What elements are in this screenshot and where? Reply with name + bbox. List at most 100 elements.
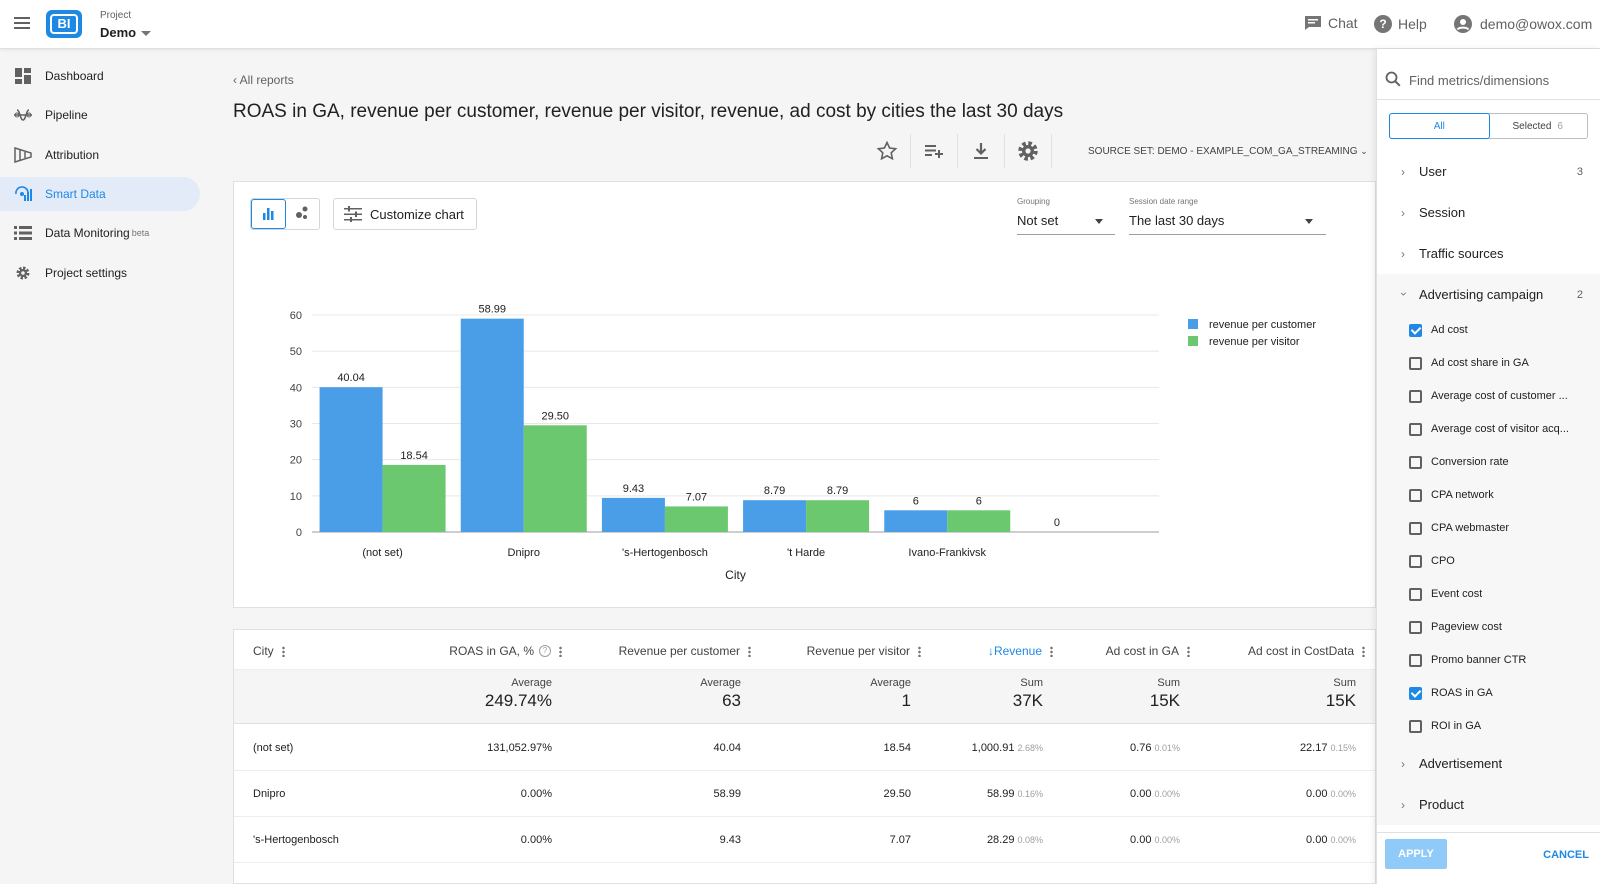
checkbox[interactable] <box>1409 488 1422 502</box>
column-menu-icon[interactable] <box>559 645 562 657</box>
metric-roas-in-ga[interactable]: ROAS in GA <box>1409 683 1589 703</box>
column-menu-icon[interactable] <box>1050 645 1053 657</box>
metric-promo-banner-ctr[interactable]: Promo banner CTR <box>1409 650 1589 670</box>
table-row[interactable]: (not set) 131,052.97% 40.04 18.54 1,000.… <box>234 725 1375 771</box>
metrics-search[interactable]: Find metrics/dimensions <box>1377 49 1600 100</box>
customize-chart-label: Customize chart <box>370 206 464 222</box>
data-label: 18.54 <box>400 450 428 462</box>
metric-pageview-cost[interactable]: Pageview cost <box>1409 617 1589 637</box>
column-label: Ad cost in CostData <box>1247 644 1354 658</box>
cell-share: 0.15% <box>1330 743 1356 753</box>
sliders-icon <box>344 206 362 222</box>
metric-avg-cost-visitor[interactable]: Average cost of visitor acq... <box>1409 419 1589 439</box>
checkbox[interactable] <box>1409 719 1422 733</box>
star-icon[interactable] <box>875 139 899 163</box>
column-header-ad-cost-ga[interactable]: Ad cost in GA <box>1106 644 1190 658</box>
metric-ad-cost[interactable]: Ad cost <box>1409 320 1589 340</box>
checkbox[interactable] <box>1409 356 1422 370</box>
column-header-city[interactable]: City <box>253 644 285 658</box>
data-label: 6 <box>913 495 919 507</box>
sidebar-item-smart-data[interactable]: Smart Data <box>0 177 200 211</box>
checkbox[interactable] <box>1409 521 1422 535</box>
group-product[interactable]: › Product <box>1377 784 1600 825</box>
aggregate-row: Average 249.74% Average 63 Average 1 Sum 37K… <box>234 670 1375 724</box>
customize-chart-button[interactable]: Customize chart <box>333 198 477 230</box>
table-row[interactable]: 's-Hertogenbosch 0.00% 9.43 7.07 28.29 0.… <box>234 817 1375 863</box>
checkbox[interactable] <box>1409 620 1422 634</box>
column-header-revenue[interactable]: ↓ Revenue <box>988 644 1053 658</box>
metric-cpa-network[interactable]: CPA network <box>1409 485 1589 505</box>
metric-ad-cost-share[interactable]: Ad cost share in GA <box>1409 353 1589 373</box>
metric-label: ROI in GA <box>1431 720 1482 732</box>
project-selector[interactable]: Demo <box>100 25 137 40</box>
chat-button[interactable]: Chat <box>1304 15 1358 31</box>
aggregate-cell: Sum 15K <box>1150 677 1180 711</box>
data-label: 29.50 <box>541 410 569 422</box>
metric-event-cost[interactable]: Event cost <box>1409 584 1589 604</box>
metric-avg-cost-customer[interactable]: Average cost of customer ... <box>1409 386 1589 406</box>
download-icon[interactable] <box>969 139 993 163</box>
checkbox[interactable] <box>1409 554 1422 568</box>
cell-ad-cost-costdata: 0.00 0.00% <box>1306 788 1356 800</box>
cell-revenue: 1,000.91 2.68% <box>972 742 1043 754</box>
date-range-select[interactable]: The last 30 days <box>1129 213 1326 235</box>
scatter-chart-button[interactable] <box>286 199 319 229</box>
checkbox[interactable] <box>1409 455 1422 469</box>
sidebar-item-pipeline[interactable]: Pipeline <box>0 98 200 132</box>
column-menu-icon[interactable] <box>1187 645 1190 657</box>
search-icon <box>1385 71 1401 87</box>
column-menu-icon[interactable] <box>918 645 921 657</box>
sidebar-item-dashboard[interactable]: Dashboard <box>0 59 200 93</box>
checkbox[interactable] <box>1409 653 1422 667</box>
toolbar-divider <box>1051 134 1052 168</box>
group-user[interactable]: › User 3 <box>1377 151 1600 192</box>
tab-all[interactable]: All <box>1389 113 1490 139</box>
chevron-down-icon[interactable] <box>141 31 151 36</box>
help-icon[interactable]: ? <box>539 645 551 657</box>
group-advertisement[interactable]: › Advertisement <box>1377 743 1600 784</box>
group-session[interactable]: › Session <box>1377 192 1600 233</box>
apply-button[interactable]: APPLY <box>1385 839 1447 869</box>
checkbox-checked[interactable] <box>1409 686 1422 700</box>
bar-chart-button[interactable] <box>251 199 286 229</box>
column-header-revenue-per-visitor[interactable]: Revenue per visitor <box>807 644 921 658</box>
metrics-search-input[interactable]: Find metrics/dimensions <box>1409 73 1550 88</box>
sidebar-item-data-monitoring[interactable]: Data Monitoring beta <box>0 216 200 250</box>
metric-label: Event cost <box>1431 588 1483 600</box>
column-menu-icon[interactable] <box>1362 645 1365 657</box>
table-row[interactable]: Dnipro 0.00% 58.99 29.50 58.99 0.16% 0.00… <box>234 771 1375 817</box>
dashboard-icon <box>15 68 31 84</box>
add-to-list-icon[interactable] <box>922 139 946 163</box>
panel-footer: APPLY CANCEL <box>1377 832 1600 884</box>
metric-roi-in-ga[interactable]: ROI in GA <box>1409 716 1589 736</box>
tab-selected[interactable]: Selected 6 <box>1489 114 1588 138</box>
metric-conversion-rate[interactable]: Conversion rate <box>1409 452 1589 472</box>
checkbox-checked[interactable] <box>1409 323 1422 337</box>
cancel-button[interactable]: CANCEL <box>1543 849 1589 861</box>
column-label: Revenue per customer <box>618 644 740 658</box>
help-button[interactable]: ? Help <box>1374 15 1427 33</box>
column-menu-icon[interactable] <box>281 645 285 657</box>
group-traffic-sources[interactable]: › Traffic sources <box>1377 233 1600 274</box>
sidebar-item-attribution[interactable]: Attribution <box>0 138 200 172</box>
checkbox[interactable] <box>1409 422 1422 436</box>
checkbox[interactable] <box>1409 389 1422 403</box>
column-header-roas[interactable]: ROAS in GA, %? <box>449 644 562 658</box>
source-set-selector[interactable]: SOURCE SET: DEMO - EXAMPLE_COM_GA_STREAM… <box>1088 146 1368 157</box>
column-menu-icon[interactable] <box>748 645 751 657</box>
metric-cpo[interactable]: CPO <box>1409 551 1589 571</box>
bi-logo[interactable]: BI <box>46 10 82 38</box>
menu-icon[interactable] <box>14 17 30 29</box>
settings-icon[interactable] <box>1016 139 1040 163</box>
checkbox[interactable] <box>1409 587 1422 601</box>
account-icon <box>1454 15 1472 33</box>
column-header-revenue-per-customer[interactable]: Revenue per customer <box>619 644 751 658</box>
grouping-select[interactable]: Not set <box>1017 213 1115 235</box>
back-to-reports-link[interactable]: ‹ All reports <box>233 73 294 87</box>
column-header-ad-cost-costdata[interactable]: Ad cost in CostData <box>1248 644 1365 658</box>
metric-cpa-webmaster[interactable]: CPA webmaster <box>1409 518 1589 538</box>
group-advertising-campaign[interactable]: › Advertising campaign 2 <box>1377 274 1600 315</box>
source-set-label: SOURCE SET: DEMO - EXAMPLE_COM_GA_STREAM… <box>1088 146 1358 157</box>
sidebar-item-project-settings[interactable]: Project settings <box>0 256 200 290</box>
user-menu[interactable]: demo@owox.com <box>1454 15 1592 33</box>
